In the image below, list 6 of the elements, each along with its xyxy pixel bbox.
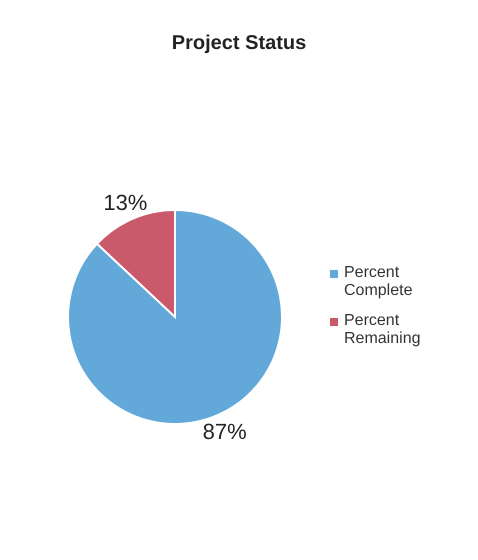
- legend-label: Percent Remaining: [344, 312, 422, 348]
- legend-label: Percent Complete: [344, 264, 414, 300]
- pie-slice: [67, 209, 283, 425]
- data-label: 87%: [202, 419, 247, 444]
- data-label: 13%: [103, 190, 148, 215]
- chart-title: Project Status: [170, 31, 308, 56]
